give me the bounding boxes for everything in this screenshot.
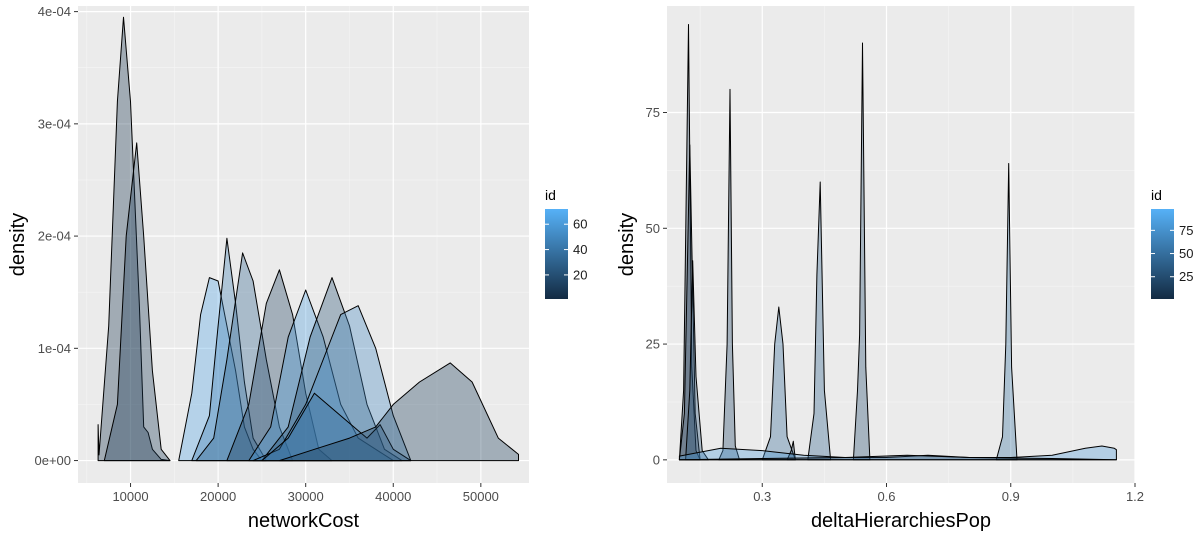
left-series — [97, 16, 519, 462]
left-density-area-id-50 — [252, 305, 412, 462]
left-density-area-id-65 — [178, 277, 263, 462]
right-x-tick-label: 1.2 — [1126, 489, 1144, 504]
left-y-axis-title: density — [7, 213, 29, 276]
left-y-tick-label: 3e-04 — [38, 116, 71, 131]
left-density-area-id-35 — [261, 392, 412, 462]
left-x-tick-label: 20000 — [200, 489, 236, 504]
right-legend-tick-label: 50 — [1179, 246, 1193, 261]
left-legend-ticks: 20 40 60 — [545, 217, 587, 282]
right-ticks: 0.3 0.6 0.9 1.2 0 25 50 75 — [646, 105, 1145, 504]
left-panel-background — [78, 6, 529, 483]
left-y-tick-label: 2e-04 — [38, 229, 71, 244]
right-x-tick-label: 0.9 — [1002, 489, 1020, 504]
left-x-tick-label: 30000 — [288, 489, 324, 504]
right-legend-colorbar — [1151, 209, 1174, 299]
right-legend-tick-label: 75 — [1179, 223, 1193, 238]
left-density-area-id-60 — [248, 289, 394, 462]
left-x-tick-label: 10000 — [112, 489, 148, 504]
right-x-tick-label: 0.3 — [753, 489, 771, 504]
left-legend-tick-label: 60 — [573, 217, 587, 232]
right-y-axis-title: density — [616, 213, 638, 276]
left-legend-title: id — [545, 187, 556, 203]
left-density-area-id-10 — [278, 362, 519, 462]
left-density-area-id-8 — [103, 142, 171, 462]
right-y-tick-label: 50 — [646, 221, 660, 236]
left-density-area-id-5 — [97, 16, 171, 462]
left-y-tick-label: 4e-04 — [38, 4, 71, 19]
right-legend-title: id — [1151, 187, 1162, 203]
left-plot: 10000 20000 30000 40000 50000 0e+00 1e-04 2e-04… — [7, 4, 587, 532]
right-density-area-id-45 — [761, 306, 796, 461]
right-legend: id 25 50 75 — [1151, 187, 1193, 299]
right-y-tick-label: 25 — [646, 337, 660, 352]
left-legend: id 20 40 60 — [545, 187, 587, 299]
left-density-area-id-30 — [195, 252, 294, 462]
left-density-area-id-12 — [226, 269, 333, 462]
left-legend-colorbar — [545, 209, 568, 299]
left-legend-tick-label: 40 — [573, 242, 587, 257]
right-panel-background — [667, 6, 1135, 483]
right-density-area-id-20 — [718, 88, 740, 461]
left-x-tick-label: 40000 — [375, 489, 411, 504]
left-y-tick-label: 1e-04 — [38, 341, 71, 356]
right-y-tick-label: 0 — [653, 452, 660, 467]
right-x-tick-label: 0.6 — [877, 489, 895, 504]
right-legend-ticks: 25 50 75 — [1151, 223, 1193, 284]
left-x-tick-label: 50000 — [463, 489, 499, 504]
right-series — [678, 24, 1117, 461]
left-y-tick-label: 0e+00 — [34, 453, 71, 468]
left-legend-tick-label: 20 — [573, 267, 587, 282]
left-ticks: 10000 20000 30000 40000 50000 0e+00 1e-04 2e-04… — [34, 4, 498, 504]
right-density-area-id-10 — [678, 454, 1117, 461]
right-y-tick-label: 75 — [646, 105, 660, 120]
left-density-area-id-20 — [261, 277, 403, 462]
right-x-axis-title: deltaHierarchiesPop — [811, 510, 991, 532]
left-x-axis-title: networkCost — [248, 510, 360, 532]
right-legend-tick-label: 25 — [1179, 269, 1193, 284]
